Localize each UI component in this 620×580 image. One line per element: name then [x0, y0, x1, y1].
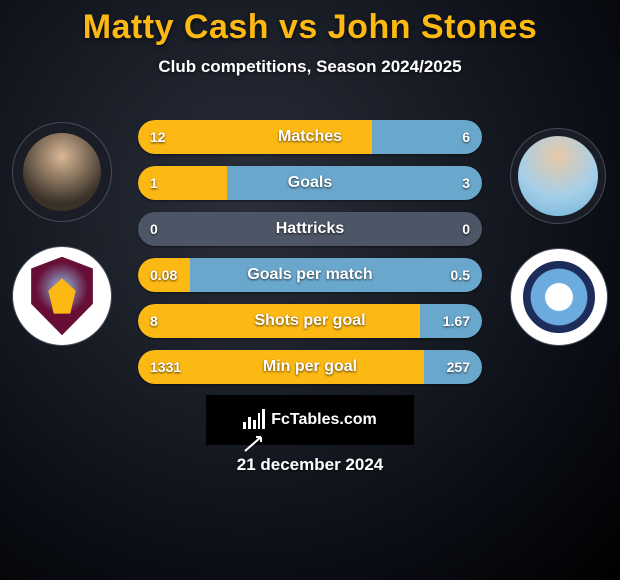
- page-title: Matty Cash vs John Stones: [0, 0, 620, 47]
- stat-label: Min per goal: [138, 358, 482, 376]
- stat-value-right: 0: [462, 221, 470, 237]
- stat-row: 8Shots per goal1.67: [138, 304, 482, 338]
- stat-row: 1331Min per goal257: [138, 350, 482, 384]
- left-column: [12, 122, 112, 346]
- club-right-crest: [510, 248, 608, 346]
- stat-value-right: 3: [462, 175, 470, 191]
- stat-label: Goals: [138, 174, 482, 192]
- watermark-icon: [243, 409, 265, 431]
- player-right-silhouette: [518, 136, 598, 216]
- watermark-text: FcTables.com: [271, 411, 377, 429]
- stat-value-right: 1.67: [443, 313, 470, 329]
- player-left-silhouette: [23, 133, 101, 211]
- stat-label: Goals per match: [138, 266, 482, 284]
- avfc-badge: [28, 257, 97, 335]
- stat-value-right: 257: [447, 359, 470, 375]
- stat-row: 0.08Goals per match0.5: [138, 258, 482, 292]
- stat-row: 12Matches6: [138, 120, 482, 154]
- stat-label: Matches: [138, 128, 482, 146]
- arrow-icon: [243, 429, 269, 455]
- stat-label: Shots per goal: [138, 312, 482, 330]
- subtitle: Club competitions, Season 2024/2025: [0, 57, 620, 77]
- date-label: 21 december 2024: [0, 455, 620, 475]
- stat-row: 1Goals3: [138, 166, 482, 200]
- stat-value-right: 6: [462, 129, 470, 145]
- stat-value-right: 0.5: [451, 267, 470, 283]
- player-right-avatar: [510, 128, 606, 224]
- player-left-avatar: [12, 122, 112, 222]
- club-left-crest: [12, 246, 112, 346]
- right-column: [510, 128, 608, 346]
- mcfc-badge: [523, 261, 595, 333]
- stat-row: 0Hattricks0: [138, 212, 482, 246]
- stats-container: 12Matches6 1Goals3 0Hattricks0 0.08Goals pe…: [138, 120, 482, 384]
- watermark: FcTables.com: [206, 395, 414, 445]
- stat-label: Hattricks: [138, 220, 482, 238]
